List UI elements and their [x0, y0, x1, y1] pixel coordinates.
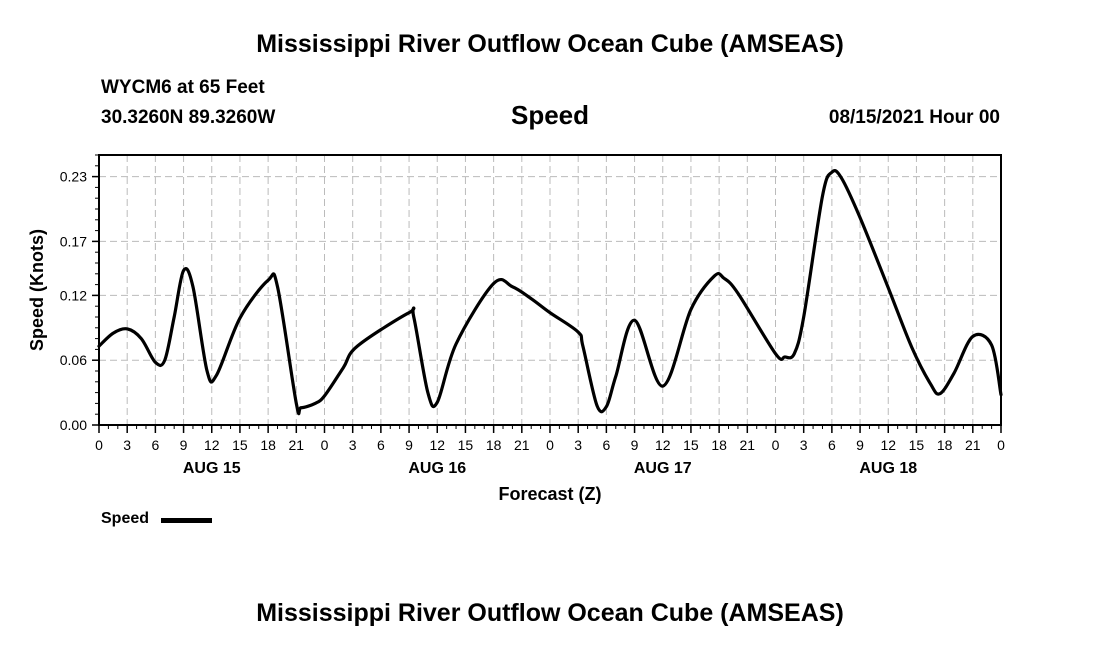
day-label: AUG 17: [634, 460, 692, 477]
x-tick-label: 3: [349, 437, 357, 453]
x-axis-label: Forecast (Z): [498, 484, 601, 504]
x-tick-label: 6: [151, 437, 159, 453]
series-line-speed: [97, 169, 1003, 416]
footer-title: Mississippi River Outflow Ocean Cube (AM…: [256, 599, 844, 627]
y-tick-label: 0.23: [60, 169, 87, 185]
x-tick-label: 0: [321, 437, 329, 453]
x-tick-label: 12: [429, 437, 445, 453]
day-label: AUG 16: [408, 460, 466, 477]
x-tick-label: 18: [711, 437, 727, 453]
legend-swatch: [161, 518, 212, 523]
x-tick-label: 9: [856, 437, 864, 453]
y-tick-label: 0.06: [60, 352, 87, 368]
coordinates-label: 30.3260N 89.3260W: [101, 107, 276, 128]
x-tick-label: 15: [909, 437, 925, 453]
x-tick-label: 21: [740, 437, 756, 453]
x-tick-label: 6: [828, 437, 836, 453]
x-tick-label: 9: [180, 437, 188, 453]
x-tick-label: 21: [965, 437, 981, 453]
x-tick-label: 18: [937, 437, 953, 453]
y-tick-label: 0.00: [60, 417, 87, 433]
x-tick-label: 0: [546, 437, 554, 453]
y-tick-label: 0.17: [60, 233, 87, 249]
x-tick-label: 3: [574, 437, 582, 453]
x-tick-label: 15: [232, 437, 248, 453]
x-tick-label: 15: [683, 437, 699, 453]
x-tick-label: 3: [123, 437, 131, 453]
datetime-label: 08/15/2021 Hour 00: [828, 107, 1000, 128]
x-tick-label: 0: [772, 437, 780, 453]
x-tick-label: 18: [486, 437, 502, 453]
x-tick-label: 3: [800, 437, 808, 453]
x-tick-label: 21: [514, 437, 530, 453]
x-tick-label: 21: [289, 437, 305, 453]
x-tick-label: 0: [95, 437, 103, 453]
station-label: WYCM6 at 65 Feet: [101, 77, 265, 98]
x-tick-label: 9: [405, 437, 413, 453]
x-tick-label: 15: [458, 437, 474, 453]
x-tick-label: 18: [260, 437, 276, 453]
x-tick-label: 12: [655, 437, 671, 453]
x-tick-label: 12: [880, 437, 896, 453]
variable-title: Speed: [510, 100, 590, 130]
day-label: AUG 15: [183, 460, 241, 477]
chart-title: Mississippi River Outflow Ocean Cube (AM…: [256, 30, 844, 58]
x-tick-label: 6: [377, 437, 385, 453]
x-tick-label: 12: [204, 437, 220, 453]
x-tick-label: 9: [631, 437, 639, 453]
legend-label: Speed: [101, 510, 150, 527]
y-tick-label: 0.12: [60, 287, 87, 303]
day-label: AUG 18: [859, 460, 917, 477]
y-axis-label: Speed (Knots): [27, 229, 47, 351]
x-tick-label: 0: [997, 437, 1005, 453]
x-tick-label: 6: [602, 437, 610, 453]
